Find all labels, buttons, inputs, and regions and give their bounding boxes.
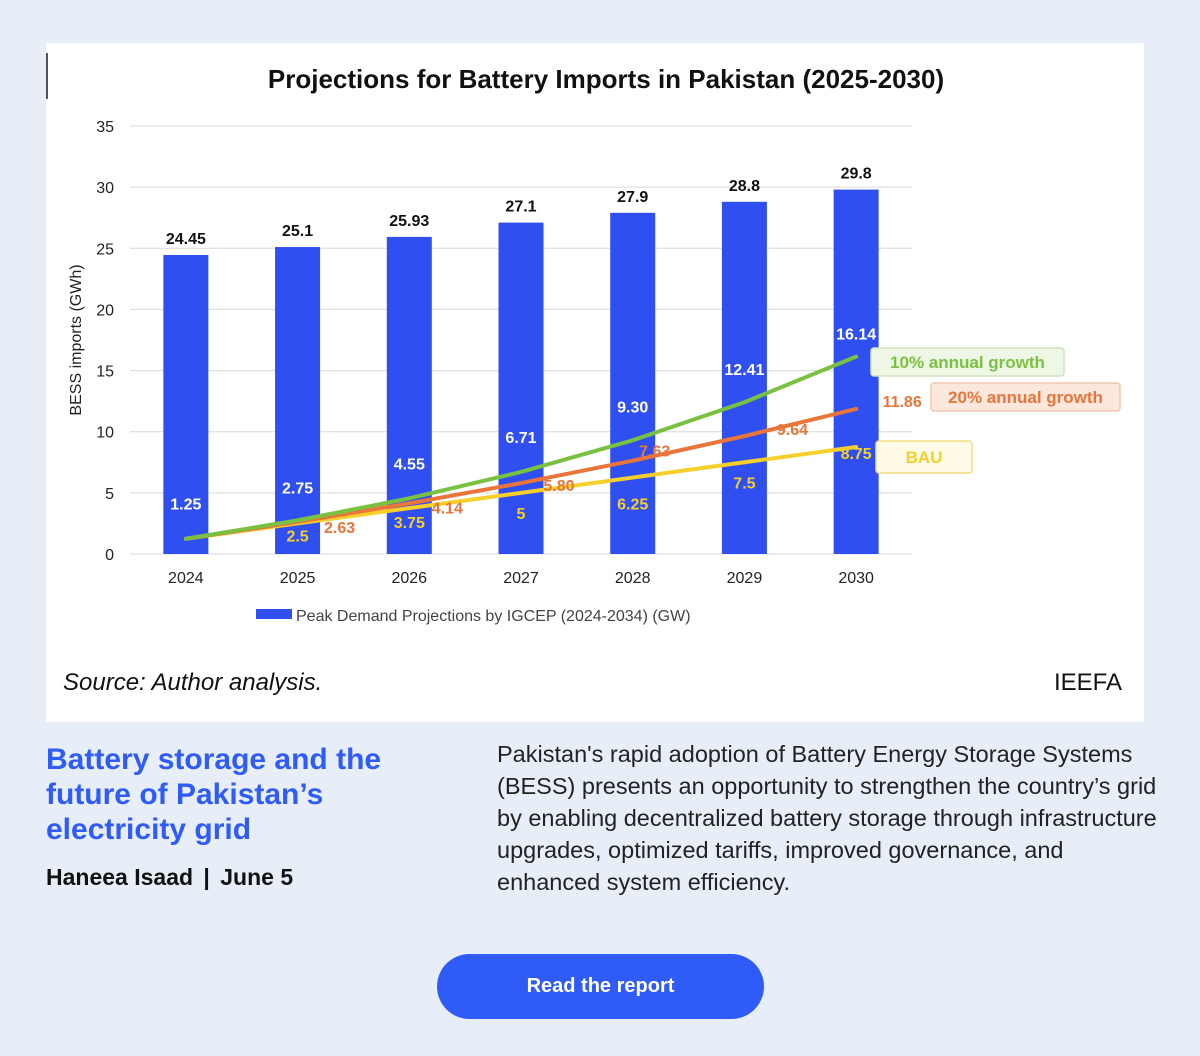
- article-description: Pakistan's rapid adoption of Battery Ene…: [497, 741, 1157, 895]
- bar-value-label: 24.45: [166, 231, 206, 248]
- bar: [163, 255, 209, 555]
- byline-separator: |: [203, 864, 210, 890]
- line-value-label: 9.64: [777, 422, 808, 439]
- y-tick-label: 25: [96, 241, 114, 258]
- line-value-label: 5: [517, 506, 526, 523]
- line-value-label: 9.30: [617, 399, 648, 416]
- x-tick-label: 2025: [280, 570, 316, 587]
- author-name: Haneea Isaad: [46, 864, 194, 890]
- y-axis-label: BESS imports (GWh): [68, 264, 85, 415]
- x-tick-label: 2028: [615, 570, 651, 587]
- line-value-label: 11.86: [883, 394, 922, 411]
- series-callout-label: 20% annual growth: [948, 388, 1103, 407]
- y-tick-label: 10: [96, 425, 114, 442]
- x-tick-label: 2027: [503, 570, 539, 587]
- byline: Haneea Isaad | June 5: [46, 864, 293, 891]
- chart-title: Projections for Battery Imports in Pakis…: [268, 64, 944, 94]
- bar-value-label: 25.1: [282, 223, 313, 240]
- series-callout-box: [930, 382, 1121, 412]
- line-value-label: 12.41: [724, 362, 764, 379]
- line-value-label: 2.63: [324, 520, 355, 537]
- legend-label: Peak Demand Projections by IGCEP (2024-2…: [296, 608, 691, 625]
- line-value-label: 6.25: [617, 497, 648, 514]
- article-headline[interactable]: Battery storage and the future of Pakist…: [46, 743, 382, 846]
- line-value-label: 16.14: [836, 327, 876, 344]
- bar: [275, 247, 321, 554]
- publish-date: June 5: [220, 864, 294, 890]
- legend-swatch: [256, 609, 292, 619]
- x-tick-label: 2024: [168, 570, 204, 587]
- line-value-label: 2.5: [286, 528, 308, 545]
- source-note: Source: Author analysis.: [63, 669, 323, 696]
- bar: [498, 222, 544, 554]
- line-value-label: 2.75: [282, 480, 313, 497]
- bar-value-label: 27.1: [505, 199, 536, 216]
- y-tick-label: 5: [105, 486, 114, 503]
- y-tick-label: 35: [96, 119, 114, 136]
- bar-value-label: 29.8: [841, 166, 872, 183]
- bar-value-label: 28.8: [729, 178, 760, 195]
- x-tick-label: 2029: [727, 570, 763, 587]
- series-line-1: [183, 354, 859, 541]
- line-value-label: 7.63: [639, 444, 670, 461]
- series-callout-label: BAU: [906, 448, 943, 467]
- x-tick-label: 2026: [391, 570, 427, 587]
- bar-value-label: 27.9: [617, 189, 648, 206]
- line-value-label: 3.75: [394, 515, 425, 532]
- bar-value-label: 25.93: [389, 213, 429, 230]
- bar: [610, 212, 656, 554]
- line-value-label: 7.5: [733, 475, 755, 492]
- y-tick-label: 30: [96, 180, 114, 197]
- card-edge-line: [46, 53, 48, 99]
- read-report-button[interactable]: Read the report: [437, 954, 764, 1019]
- brand-label: IEEFA: [1053, 669, 1122, 696]
- y-tick-label: 0: [105, 547, 114, 564]
- series-callout-box: [875, 440, 973, 474]
- line-value-label: 5.80: [543, 478, 574, 495]
- chart-card: Projections for Battery Imports in Pakis…: [46, 43, 1144, 722]
- y-tick-label: 20: [96, 302, 114, 319]
- bar: [721, 201, 767, 554]
- battery-imports-chart: Projections for Battery Imports in Pakis…: [68, 64, 1121, 625]
- line-value-label: 1.25: [170, 497, 201, 514]
- line-value-label: 6.71: [505, 430, 536, 447]
- line-value-label: 4.14: [432, 500, 463, 517]
- series-callout-label: 10% annual growth: [890, 353, 1045, 372]
- line-value-label: 4.55: [394, 456, 425, 473]
- line-value-label: 8.75: [841, 446, 872, 463]
- series-callout-box: [870, 347, 1065, 377]
- y-tick-label: 15: [96, 364, 114, 381]
- x-tick-label: 2030: [838, 570, 874, 587]
